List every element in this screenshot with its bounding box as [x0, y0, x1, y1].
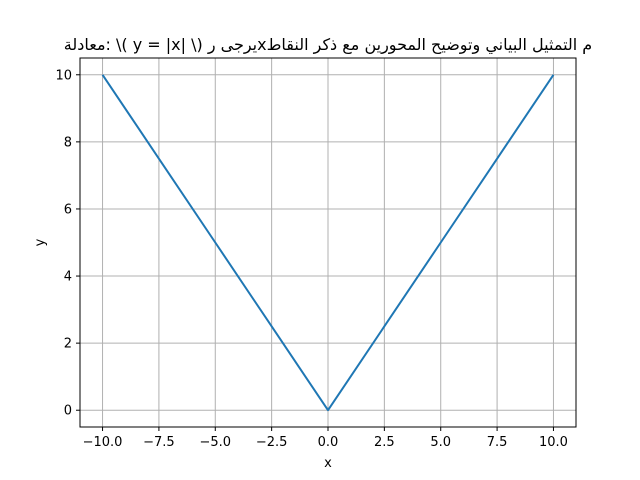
x-tick-label: 10.0	[539, 435, 568, 450]
y-tick-label: 10	[55, 68, 72, 83]
x-tick-label: 7.5	[487, 435, 508, 450]
y-tick-label: 8	[64, 135, 72, 150]
y-tick-label: 6	[64, 202, 72, 217]
y-tick-label: 0	[64, 404, 72, 419]
y-axis-label: y	[33, 238, 48, 246]
x-tick-label: −10.0	[83, 435, 123, 450]
x-tick-label: 5.0	[430, 435, 451, 450]
x-axis-label: x	[324, 456, 332, 471]
y-tick-label: 2	[64, 337, 72, 352]
chart-title: معادلة: \( y = |x| \) يرجى رxم التمثيل ا…	[64, 35, 592, 55]
x-tick-label: −5.0	[199, 435, 231, 450]
x-tick-label: −7.5	[143, 435, 175, 450]
series-line	[101, 74, 555, 412]
grid	[80, 58, 576, 427]
x-tick-label: 0.0	[318, 435, 339, 450]
x-tick-label: 2.5	[374, 435, 395, 450]
y-tick-label: 4	[64, 270, 72, 285]
series-layer	[101, 74, 555, 412]
tick-layer: −10.0 −7.5 −5.0 −2.5 0.0 2.5 5.0 7.5 10.0 0 2 4 6 8 10	[55, 68, 567, 450]
x-tick-label: −2.5	[256, 435, 288, 450]
